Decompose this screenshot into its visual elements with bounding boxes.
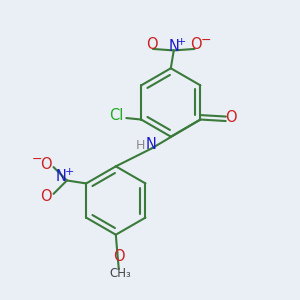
- Text: CH₃: CH₃: [110, 267, 131, 280]
- Text: O: O: [225, 110, 237, 125]
- Text: N: N: [168, 39, 179, 54]
- Text: O: O: [40, 157, 52, 172]
- Text: −: −: [32, 153, 42, 166]
- Text: O: O: [190, 37, 202, 52]
- Text: O: O: [113, 249, 124, 264]
- Text: N: N: [146, 137, 157, 152]
- Text: −: −: [201, 34, 211, 47]
- Text: N: N: [56, 169, 67, 184]
- Text: +: +: [64, 167, 74, 177]
- Text: H: H: [136, 139, 145, 152]
- Text: O: O: [146, 37, 157, 52]
- Text: +: +: [176, 37, 186, 47]
- Text: O: O: [40, 189, 52, 204]
- Text: Cl: Cl: [109, 108, 123, 123]
